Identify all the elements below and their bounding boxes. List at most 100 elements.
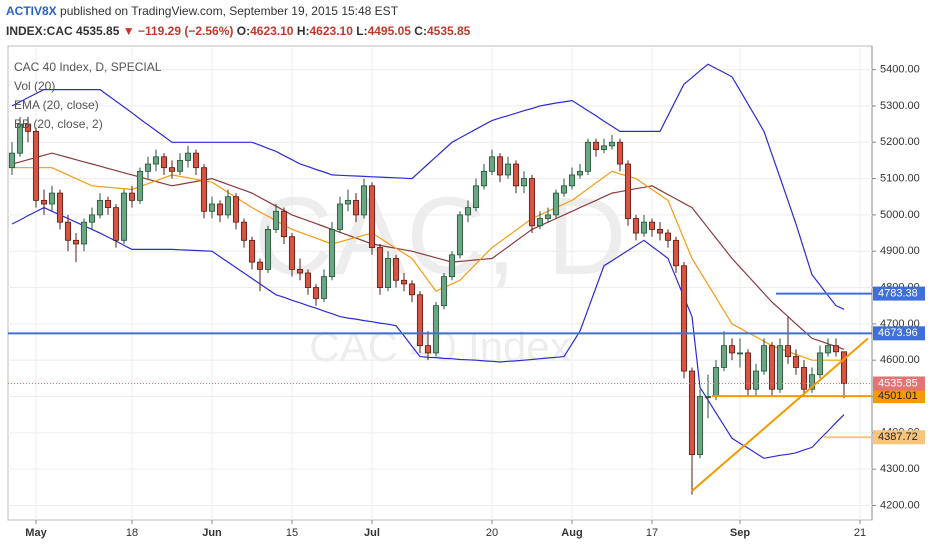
candle-body bbox=[64, 221, 72, 241]
candle-body bbox=[648, 221, 656, 230]
x-tick-label: 18 bbox=[126, 527, 138, 539]
l-value: 4495.05 bbox=[368, 24, 412, 38]
candle-body bbox=[608, 141, 616, 147]
candle-body bbox=[320, 276, 328, 299]
candle-body bbox=[600, 145, 608, 150]
x-tick-label: May bbox=[25, 527, 47, 539]
x-tick-label: 15 bbox=[286, 527, 298, 539]
candle-body bbox=[704, 396, 712, 398]
candle-body bbox=[232, 196, 240, 223]
indicator-line bbox=[12, 167, 844, 361]
l-label: L: bbox=[356, 24, 367, 38]
candle-body bbox=[672, 239, 680, 267]
candle-body bbox=[128, 192, 136, 201]
annotation-label: 4783.38 bbox=[878, 287, 918, 299]
annotation-label: 4673.96 bbox=[878, 327, 918, 339]
c-label: C: bbox=[414, 24, 427, 38]
candle-body bbox=[288, 236, 296, 270]
arrow: ▼ bbox=[123, 24, 135, 38]
candle-body bbox=[192, 152, 200, 169]
x-tick-label: Aug bbox=[561, 527, 582, 539]
candle-body bbox=[312, 287, 320, 299]
candle-body bbox=[376, 247, 384, 288]
candle-body bbox=[400, 279, 408, 285]
candle-body bbox=[816, 352, 824, 376]
candle-body bbox=[432, 305, 440, 354]
annotation-label: 4501.01 bbox=[878, 390, 918, 402]
candle-body bbox=[224, 196, 232, 216]
candle-body bbox=[456, 214, 464, 256]
candle-body bbox=[632, 218, 640, 234]
candle-body bbox=[272, 210, 280, 230]
candle-body bbox=[720, 345, 728, 368]
candle-body bbox=[808, 374, 816, 390]
candle-body bbox=[480, 170, 488, 187]
candle-body bbox=[120, 192, 128, 241]
candle-body bbox=[352, 199, 360, 216]
candle-body bbox=[640, 221, 648, 234]
h-label: H: bbox=[297, 24, 310, 38]
watermark-sub: CAC 40 Index bbox=[309, 323, 570, 370]
candle-body bbox=[296, 268, 304, 274]
candle-body bbox=[512, 163, 520, 187]
candle-body bbox=[464, 207, 472, 216]
candle-body bbox=[96, 199, 104, 216]
candle-body bbox=[184, 152, 192, 161]
candle-body bbox=[592, 141, 600, 150]
candle-body bbox=[656, 229, 664, 234]
y-tick-label: 4200.00 bbox=[880, 499, 920, 511]
candle-body bbox=[728, 345, 736, 354]
change: −119.29 (−2.56%) bbox=[138, 24, 233, 38]
x-tick-label: 20 bbox=[486, 527, 498, 539]
candle-body bbox=[80, 221, 88, 245]
y-tick-label: 5300.00 bbox=[880, 100, 920, 112]
candle-body bbox=[336, 203, 344, 230]
indicator-line bbox=[11, 63, 845, 310]
candle-body bbox=[216, 203, 224, 216]
candle-body bbox=[328, 229, 336, 278]
legend-entry: EMA (20, close) bbox=[14, 98, 99, 112]
candle-body bbox=[280, 210, 288, 238]
x-tick-label: 21 bbox=[854, 527, 866, 539]
y-tick-label: 4600.00 bbox=[880, 354, 920, 366]
candle-body bbox=[776, 345, 784, 390]
quote-line: INDEX:CAC 4535.85 ▼ −119.29 (−2.56%) O:4… bbox=[6, 24, 471, 38]
annotation-label: 4387.72 bbox=[878, 431, 918, 443]
trend-line bbox=[691, 337, 869, 492]
o-value: 4623.10 bbox=[250, 24, 294, 38]
candle-body bbox=[304, 272, 312, 288]
candle-body bbox=[840, 351, 848, 384]
annotation-label-box bbox=[873, 389, 925, 404]
candle-body bbox=[144, 163, 152, 172]
last-price-label-box bbox=[873, 376, 925, 391]
candle-body bbox=[736, 352, 744, 355]
candle-body bbox=[552, 192, 560, 216]
candle-body bbox=[624, 163, 632, 219]
candle-body bbox=[104, 199, 112, 209]
candle-body bbox=[200, 167, 208, 212]
candle-body bbox=[48, 192, 56, 205]
candle-body bbox=[616, 141, 624, 165]
candle-body bbox=[176, 160, 184, 172]
candle-body bbox=[344, 199, 352, 205]
x-tick-label: 17 bbox=[646, 527, 658, 539]
candle-body bbox=[712, 367, 720, 397]
legend-entry: Vol (20) bbox=[14, 79, 55, 93]
candle-body bbox=[16, 123, 24, 154]
y-tick-label: 4900.00 bbox=[880, 245, 920, 257]
candle-body bbox=[528, 178, 536, 227]
candle-body bbox=[688, 370, 696, 456]
y-tick-label: 5200.00 bbox=[880, 136, 920, 148]
candle-body bbox=[168, 167, 176, 172]
candle-body bbox=[56, 192, 64, 223]
candle-body bbox=[88, 214, 96, 223]
o-label: O: bbox=[237, 24, 250, 38]
y-tick-label: 4300.00 bbox=[880, 463, 920, 475]
annotation-label-box bbox=[873, 430, 925, 445]
candle-body bbox=[392, 258, 400, 281]
candle-body bbox=[24, 123, 32, 132]
candle-body bbox=[752, 370, 760, 390]
candle-body bbox=[584, 141, 592, 172]
candle-body bbox=[536, 218, 544, 227]
